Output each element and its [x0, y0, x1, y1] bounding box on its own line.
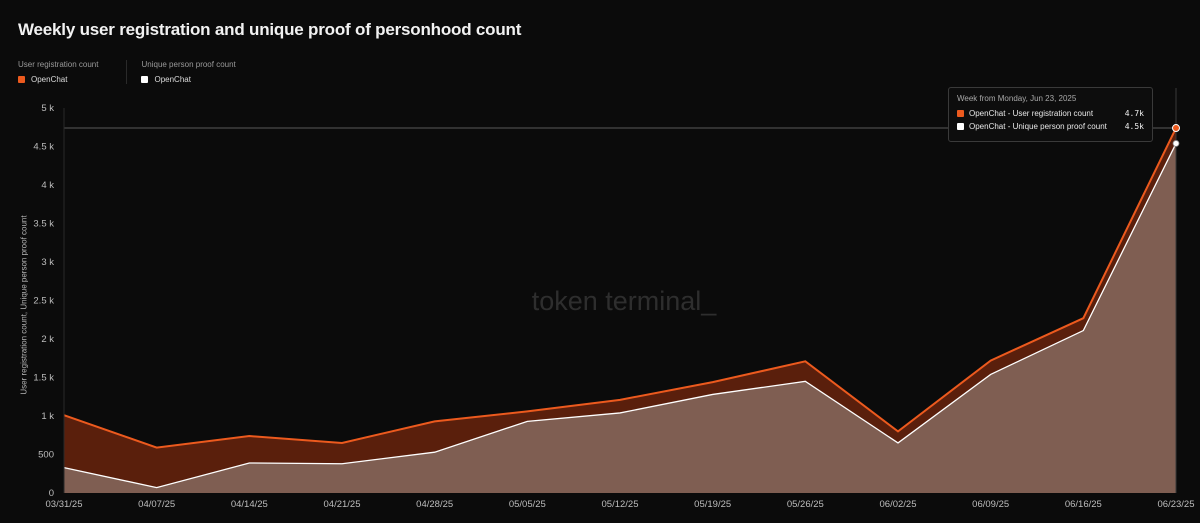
y-tick-label: 4 k [41, 180, 54, 191]
x-tick-label: 06/09/25 [972, 499, 1009, 510]
tooltip-swatch [957, 110, 964, 117]
y-tick-label: 3.5 k [33, 219, 54, 230]
tooltip-row-label: OpenChat - Unique person proof count [969, 122, 1107, 131]
tooltip-row-value: 4.5k [1124, 122, 1144, 131]
hover-point-registration [1172, 124, 1180, 133]
x-tick-label: 03/31/25 [46, 499, 83, 510]
tooltip-swatch [957, 123, 964, 130]
tooltip-row-registration: OpenChat - User registration count 4.7k [957, 109, 1144, 118]
legend: User registration count OpenChat Unique … [18, 60, 264, 84]
legend-swatch [141, 76, 149, 83]
hover-point-proof [1172, 140, 1180, 147]
tooltip-row-proof: OpenChat - Unique person proof count 4.5… [957, 122, 1144, 131]
legend-item-label: OpenChat [31, 75, 68, 84]
x-tick-label: 06/23/25 [1158, 499, 1195, 510]
y-tick-label: 1 k [41, 411, 54, 422]
x-tick-label: 05/26/25 [787, 499, 824, 510]
legend-group-title: User registration count [18, 60, 99, 69]
x-tick-label: 04/21/25 [324, 499, 361, 510]
legend-item-openchat-registration[interactable]: OpenChat [18, 75, 98, 84]
x-tick-label: 06/02/25 [880, 499, 917, 510]
x-tick-label: 04/07/25 [138, 499, 175, 510]
legend-group-registration: User registration count OpenChat [18, 60, 112, 84]
legend-group-title: Unique person proof count [141, 60, 236, 69]
y-tick-label: 4.5 k [33, 142, 54, 153]
legend-group-proof: Unique person proof count OpenChat [126, 60, 249, 84]
x-tick-label: 04/28/25 [416, 499, 453, 510]
tooltip-row-value: 4.7k [1124, 109, 1144, 118]
tooltip-title: Week from Monday, Jun 23, 2025 [957, 94, 1077, 103]
y-tick-label: 2 k [41, 334, 54, 345]
series-line-registration [63, 127, 1177, 449]
x-tick-label: 05/19/25 [694, 499, 731, 510]
watermark: token terminal_ [532, 286, 718, 316]
legend-item-openchat-proof[interactable]: OpenChat [141, 75, 235, 84]
y-tick-label: 5 k [41, 103, 54, 114]
series-area-proof [64, 143, 1176, 494]
y-tick-label: 1.5 k [33, 373, 54, 384]
series-line-proof [63, 143, 1177, 489]
tooltip: Week from Monday, Jun 23, 2025 OpenChat … [948, 87, 1153, 142]
legend-item-label: OpenChat [154, 75, 191, 84]
y-tick-label: 2.5 k [33, 296, 54, 307]
y-tick-label: 500 [38, 450, 54, 461]
legend-swatch [18, 76, 25, 83]
tooltip-row-label: OpenChat - User registration count [969, 109, 1094, 118]
x-tick-label: 04/14/25 [231, 499, 268, 510]
x-tick-label: 06/16/25 [1065, 499, 1102, 510]
chart-title: Weekly user registration and unique proo… [18, 20, 522, 39]
y-tick-label: 3 k [41, 257, 54, 268]
x-tick-label: 05/12/25 [602, 499, 639, 510]
y-tick-label: 0 [49, 488, 54, 499]
x-tick-label: 05/05/25 [509, 499, 546, 510]
